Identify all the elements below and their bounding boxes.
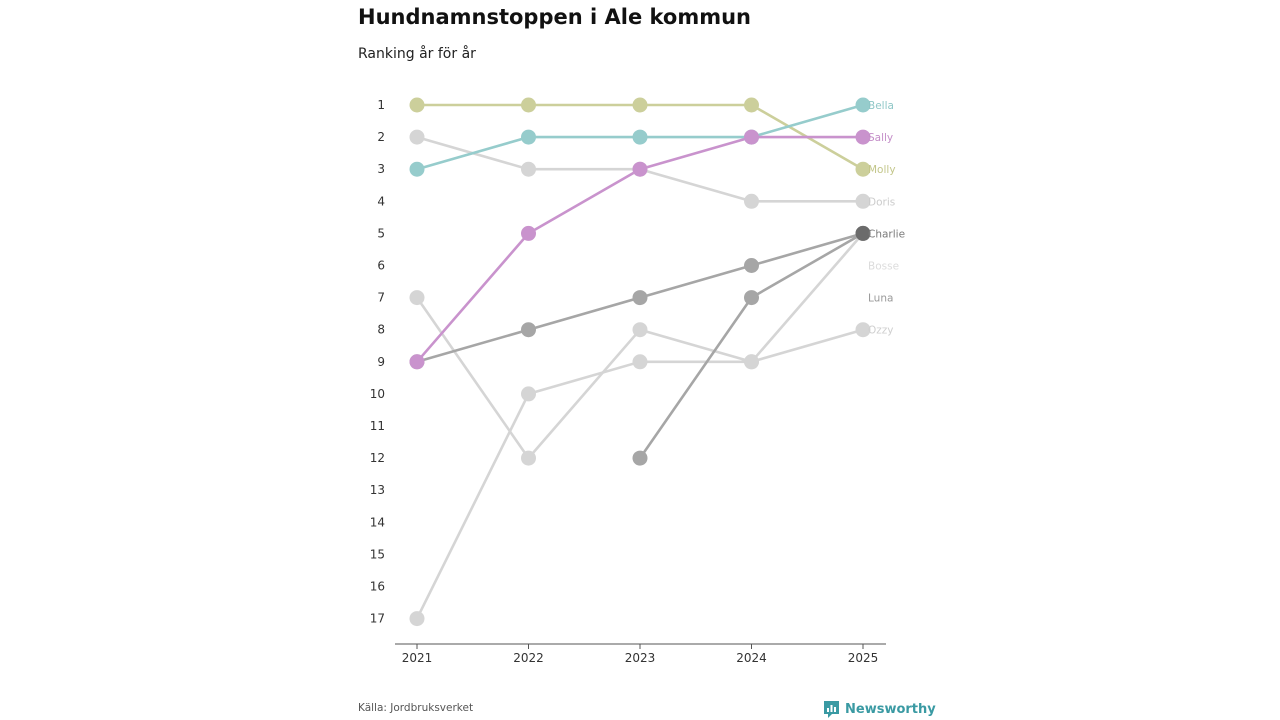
- series-labels: Bosse Ozzy Doris Luna Charlie Molly Bella Sally: [868, 100, 905, 337]
- brand-name: Newsworthy: [845, 702, 936, 717]
- x-axis-ticks: 2021 2022 2023 2024 2025: [402, 644, 879, 665]
- point-molly-2021: [409, 97, 425, 113]
- point-ozzy-2024: [744, 354, 759, 370]
- point-sally-2022: [521, 225, 536, 241]
- y-tick-label-1: 1: [377, 98, 385, 112]
- point-sally-2025: [855, 129, 871, 145]
- source-note: Källa: Jordbruksverket: [358, 702, 474, 714]
- brand-logo[interactable]: Newsworthy: [823, 700, 936, 719]
- chart-title: Hundnamnstoppen i Ale kommun: [358, 5, 752, 29]
- point-sally-2023: [632, 161, 648, 177]
- point-doris-2025: [855, 193, 871, 209]
- y-tick-label-10: 10: [370, 387, 385, 401]
- point-bella-2023: [632, 129, 648, 145]
- y-tick-label-2: 2: [377, 130, 385, 144]
- x-tick-label-2024: 2024: [736, 651, 767, 665]
- point-bosse-2022: [521, 386, 536, 402]
- y-tick-label-15: 15: [370, 547, 385, 561]
- point-doris-2024: [744, 193, 759, 209]
- y-tick-label-8: 8: [377, 323, 385, 337]
- point-molly-2023: [632, 97, 648, 113]
- point-luna-2024: [744, 290, 759, 306]
- series-label-bella: Bella: [868, 100, 894, 112]
- point-bella-2021: [409, 161, 425, 177]
- point-molly-2025: [855, 161, 871, 177]
- series-label-doris: Doris: [868, 196, 895, 208]
- series-label-ozzy: Ozzy: [868, 325, 894, 337]
- series-label-luna: Luna: [868, 293, 893, 305]
- point-sally-2024: [744, 129, 759, 145]
- x-tick-label-2022: 2022: [513, 651, 544, 665]
- series-label-charlie: Charlie: [868, 228, 905, 240]
- point-charlie-2025: [855, 225, 871, 241]
- y-tick-label-14: 14: [370, 515, 385, 529]
- series-label-molly: Molly: [868, 164, 896, 176]
- point-charlie-2023: [632, 290, 648, 306]
- x-tick-label-2021: 2021: [402, 651, 433, 665]
- point-charlie-2022: [521, 322, 536, 338]
- y-tick-label-12: 12: [370, 451, 385, 465]
- point-molly-2022: [521, 97, 536, 113]
- point-bella-2022: [521, 129, 536, 145]
- y-tick-label-17: 17: [370, 612, 385, 626]
- point-bella-2025: [855, 97, 871, 113]
- point-bosse-2021: [409, 611, 425, 627]
- point-ozzy-2021: [409, 290, 425, 306]
- y-tick-label-11: 11: [370, 419, 385, 433]
- point-ozzy-2025: [855, 322, 871, 338]
- point-molly-2024: [744, 97, 759, 113]
- y-tick-label-4: 4: [377, 194, 385, 208]
- series-label-bosse: Bosse: [868, 261, 899, 273]
- point-sally-2021: [409, 354, 425, 370]
- point-ozzy-2022: [521, 450, 536, 466]
- point-doris-2021: [409, 129, 425, 145]
- point-doris-2022: [521, 161, 536, 177]
- point-ozzy-2023: [632, 322, 648, 338]
- chart-subtitle: Ranking år för år: [358, 46, 476, 62]
- point-luna-2023: [632, 450, 648, 466]
- x-tick-label-2025: 2025: [848, 651, 879, 665]
- x-tick-label-2023: 2023: [625, 651, 656, 665]
- y-tick-label-9: 9: [377, 355, 385, 369]
- point-bosse-2023: [632, 354, 648, 370]
- y-tick-label-7: 7: [377, 291, 385, 305]
- series-points: [409, 97, 871, 627]
- y-tick-label-13: 13: [370, 483, 385, 497]
- y-tick-label-16: 16: [370, 580, 385, 594]
- point-charlie-2024: [744, 258, 759, 273]
- series-line-ozzy: [415, 296, 865, 460]
- y-tick-label-3: 3: [377, 162, 385, 176]
- newsworthy-logo-icon: [824, 701, 839, 718]
- series-label-sally: Sally: [868, 132, 893, 144]
- y-tick-label-5: 5: [377, 226, 385, 240]
- y-tick-label-6: 6: [377, 259, 385, 273]
